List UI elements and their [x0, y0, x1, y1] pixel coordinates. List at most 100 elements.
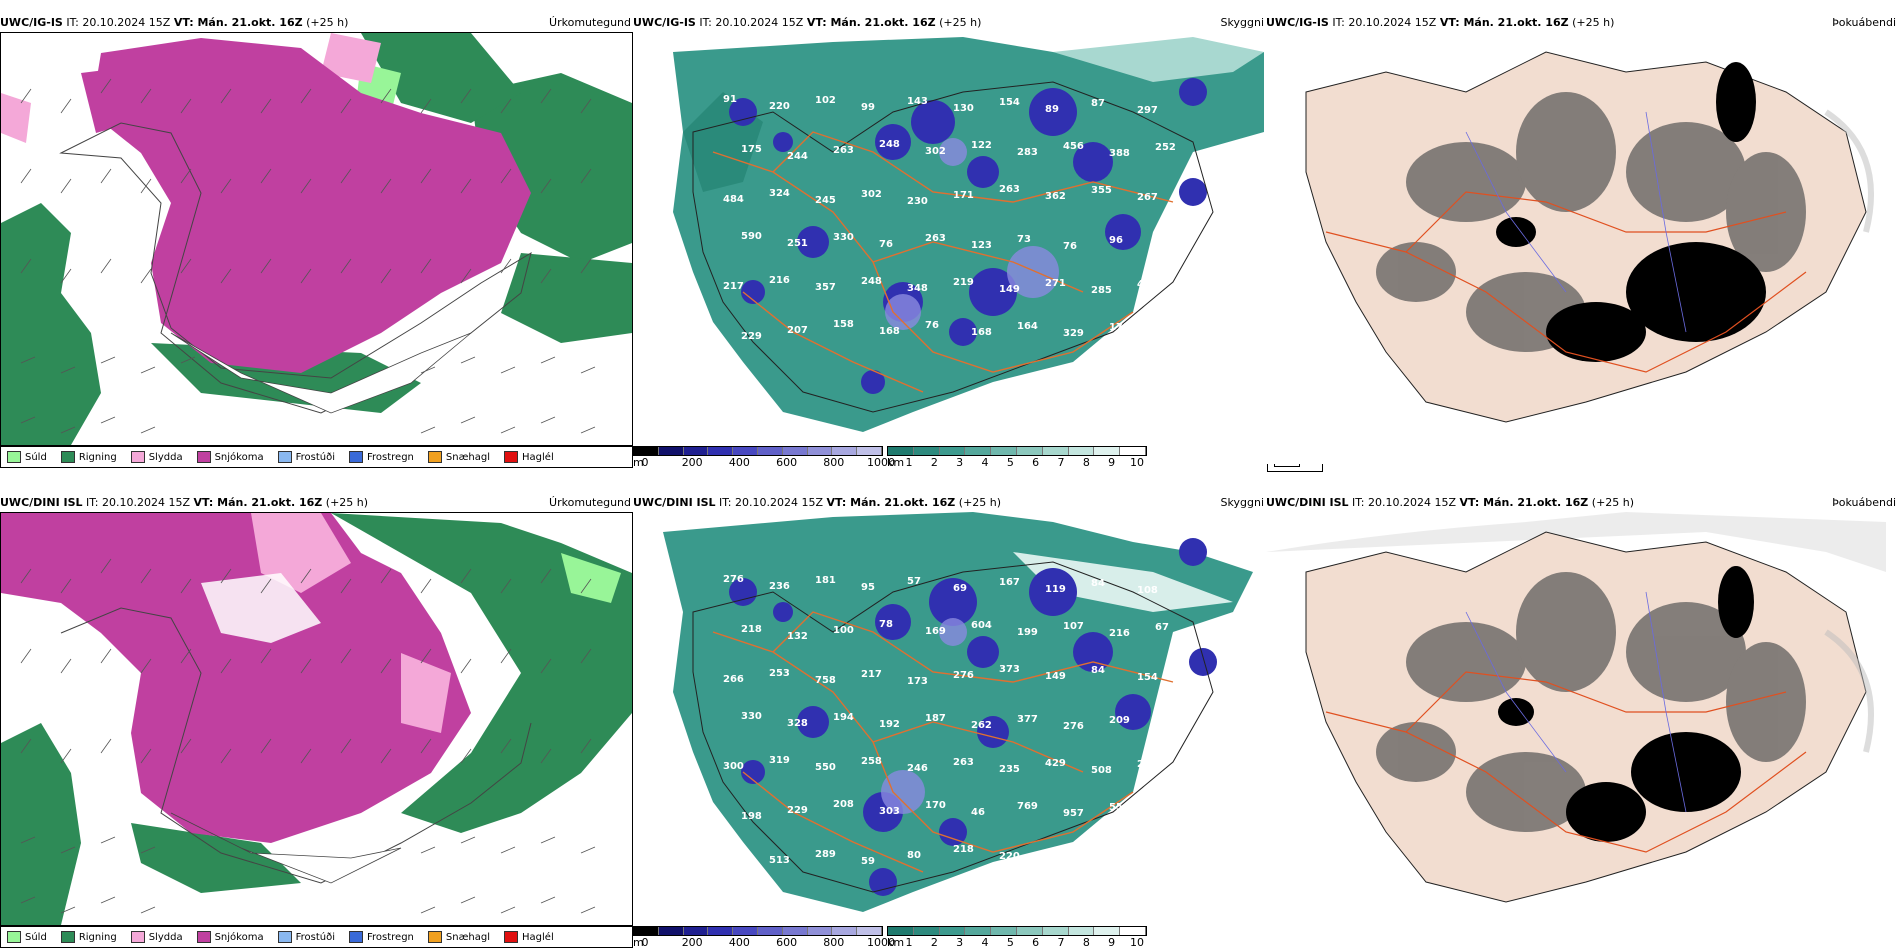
legend-swatch — [130, 931, 145, 943]
precip-legend: Súld Rigning Slydda Snjókoma Frostúði Frostre… — [0, 926, 633, 948]
precip-map[interactable] — [0, 32, 633, 446]
legend-swatch — [60, 931, 75, 943]
visibility-value-label: 271 — [1045, 278, 1066, 289]
visibility-value-label: 55 — [1109, 802, 1123, 813]
visibility-value-label: 168 — [879, 326, 900, 337]
panel-header: UWC/DINI ISL IT: 20.10.2024 15Z VT: Mán.… — [633, 494, 1266, 512]
visibility-value-label: 244 — [787, 151, 808, 162]
visibility-value-label: 143 — [907, 96, 928, 107]
colorbar-tick: 2 — [930, 936, 938, 949]
colorbar-tick: 400 — [728, 936, 750, 949]
visibility-value-label: 220 — [769, 101, 790, 112]
visibility-value-label: 245 — [815, 195, 836, 206]
visibility-map[interactable]: 91 220 102 99 143 130 154 89 87 297 175 244 263 248 30… — [633, 32, 1264, 444]
init-time: IT: 20.10.2024 15Z — [86, 496, 191, 509]
colorbar-tick: 1 — [905, 456, 913, 469]
legend-item: Snæhagl — [427, 931, 490, 943]
visibility-value-label: 245 — [1155, 329, 1176, 340]
visibility-value-label: 604 — [971, 620, 992, 631]
visibility-value-label: 173 — [907, 676, 928, 687]
valid-time: VT: Mán. 21.okt. 16Z — [1459, 496, 1589, 509]
colorbar-tick: 800 — [823, 456, 845, 469]
visibility-value-label: 187 — [925, 713, 946, 724]
panel-header: UWC/IG-IS IT: 20.10.2024 15Z VT: Mán. 21… — [1266, 14, 1900, 32]
visibility-value-label: 508 — [1091, 765, 1112, 776]
visibility-value-label: 170 — [925, 800, 946, 811]
visibility-value-label: 76 — [879, 239, 893, 250]
legend-item: Snjókoma — [196, 931, 264, 943]
visibility-value-label: 73 — [1017, 234, 1031, 245]
visibility-value-label: 263 — [925, 233, 946, 244]
visibility-value-label: 95 — [861, 582, 875, 593]
visibility-map[interactable]: 276 236 181 95 57 69 167 119 84 108 218 132 100 78 169… — [633, 512, 1264, 924]
visibility-value-label: 194 — [833, 712, 854, 723]
visibility-value-label: 276 — [1063, 721, 1084, 732]
visibility-map-svg: 276 236 181 95 57 69 167 119 84 108 218 132 100 78 169… — [633, 512, 1264, 924]
visibility-panel-bottom: UWC/DINI ISL IT: 20.10.2024 15Z VT: Mán.… — [633, 494, 1323, 949]
visibility-value-label: 769 — [1017, 801, 1038, 812]
panel-kind: Þokuábendi — [1832, 16, 1896, 29]
colorbar-tick: 1 — [905, 936, 913, 949]
panel-kind: Úrkomutegund — [549, 496, 631, 509]
visibility-value-label: 59 — [861, 856, 875, 867]
legend-item: Slydda — [130, 931, 183, 943]
visibility-value-label: 302 — [861, 189, 882, 200]
colorbar-tick: 0 — [641, 936, 649, 949]
legend-label: Slydda — [148, 451, 183, 463]
legend-swatch — [60, 451, 75, 463]
precip-panel-bottom: UWC/DINI ISL IT: 20.10.2024 15Z VT: Mán.… — [0, 494, 633, 948]
visibility-value-label: 246 — [907, 763, 928, 774]
visibility-value-label: 218 — [953, 844, 974, 855]
panel-kind: Úrkomutegund — [549, 16, 631, 29]
colorbar-tick: 10 — [1130, 936, 1144, 949]
legend-label: Rigning — [78, 451, 117, 463]
visibility-value-label: 248 — [879, 139, 900, 150]
colorbar-tick: 6 — [1032, 456, 1040, 469]
lead-time: (+25 h) — [1591, 496, 1635, 509]
visibility-number-labels: 91 220 102 99 143 130 154 89 87 297 175 244 263 248 30… — [723, 94, 1176, 342]
visibility-value-label: 328 — [787, 718, 808, 729]
visibility-value-label: 102 — [815, 95, 836, 106]
model-name: UWC/DINI ISL — [1266, 496, 1349, 509]
legend-swatch — [130, 451, 145, 463]
visibility-value-label: 251 — [787, 238, 808, 249]
legend-label: Frostregn — [367, 931, 414, 943]
panel-header: UWC/DINI ISL IT: 20.10.2024 15Z VT: Mán.… — [1266, 494, 1900, 512]
valid-time: VT: Mán. 21.okt. 16Z — [806, 16, 936, 29]
model-name: UWC/DINI ISL — [0, 496, 83, 509]
visibility-value-label: 957 — [1063, 808, 1084, 819]
colorbar-tick: 3 — [956, 936, 964, 949]
visibility-value-label: 513 — [769, 855, 790, 866]
visibility-value-label: 234 — [1137, 759, 1158, 770]
visibility-value-label: 550 — [815, 762, 836, 773]
cloud-base-unit: m — [633, 456, 644, 469]
visibility-value-label: 171 — [1109, 322, 1130, 333]
precip-map-svg — [1, 513, 632, 925]
legend-item: Súld — [7, 451, 47, 463]
visibility-value-label: 80 — [907, 850, 921, 861]
visibility-value-label: 319 — [769, 755, 790, 766]
precip-map[interactable] — [0, 512, 633, 926]
visibility-colorbar: km 1 2 3 4 5 6 7 8 9 10 — [887, 446, 1147, 472]
visibility-value-label: 108 — [1137, 585, 1158, 596]
legend-label: Snæhagl — [445, 451, 491, 463]
colorbar-tick: 200 — [681, 456, 703, 469]
colorbar-tick: 800 — [823, 936, 845, 949]
visibility-value-label: 192 — [879, 719, 900, 730]
fog-map[interactable] — [1266, 512, 1886, 924]
visibility-value-label: 167 — [999, 577, 1020, 588]
fog-map[interactable] — [1266, 32, 1886, 444]
visibility-value-label: 78 — [879, 619, 893, 630]
colorbar-tick: 9 — [1108, 456, 1116, 469]
visibility-value-label: 348 — [907, 283, 928, 294]
legend-item: Haglél — [504, 931, 554, 943]
colorbar-tick: 600 — [776, 936, 798, 949]
model-name: UWC/DINI ISL — [633, 496, 716, 509]
visibility-ticks: 1 2 3 4 5 6 7 8 9 10 — [905, 456, 1145, 470]
legend-label: Frostregn — [367, 451, 414, 463]
lead-time: (+25 h) — [939, 16, 982, 29]
visibility-value-label: 429 — [1045, 758, 1066, 769]
colorbar-tick: 9 — [1108, 936, 1116, 949]
panel-header: UWC/IG-IS IT: 20.10.2024 15Z VT: Mán. 21… — [633, 14, 1266, 32]
precip-map-svg — [1, 33, 632, 445]
